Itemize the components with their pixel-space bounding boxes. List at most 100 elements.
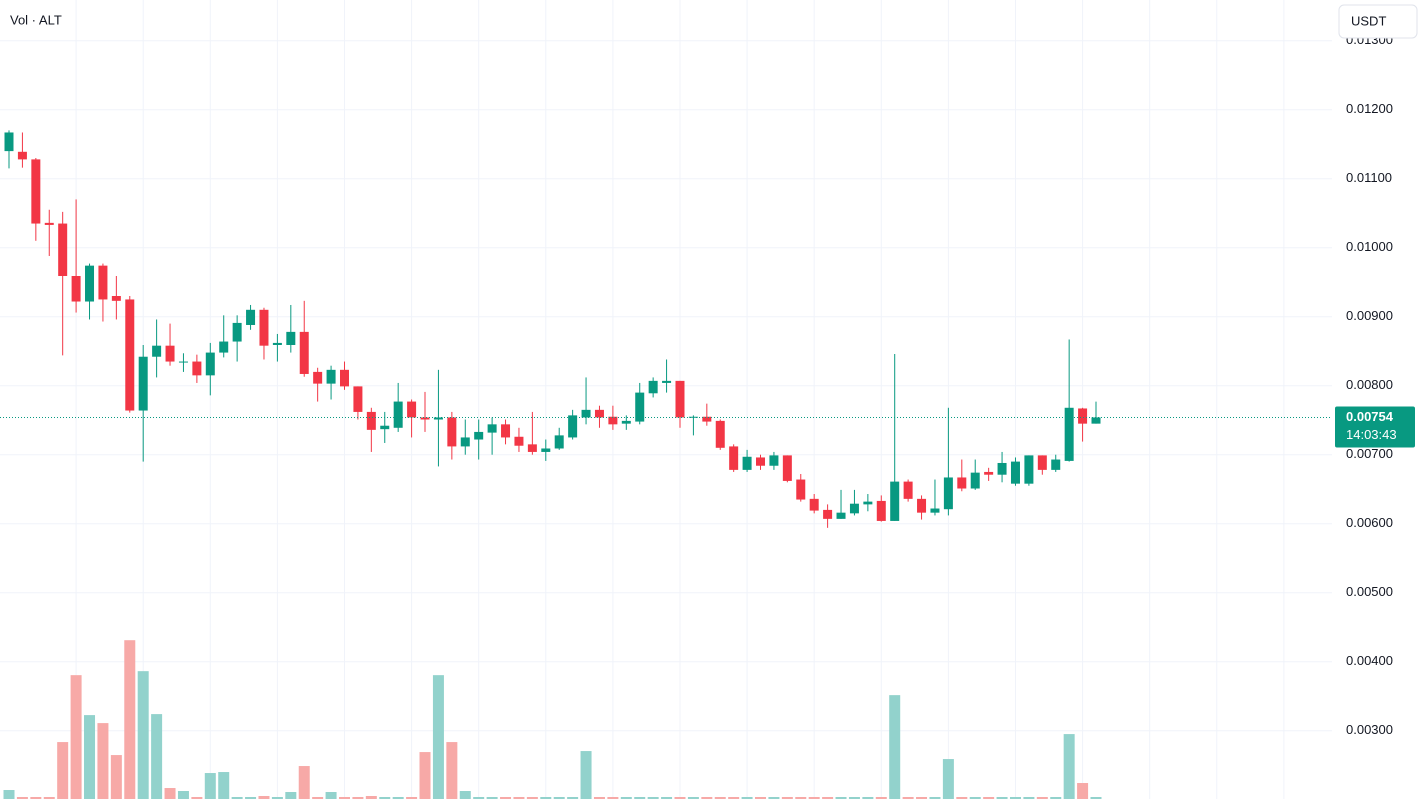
candle-body [17,151,27,160]
candle-body [648,380,658,394]
candle-body [1010,461,1020,484]
y-tick-label: 0.00400 [1346,653,1393,668]
candle-body [232,322,242,342]
volume-bar [929,797,941,799]
volume-bar [285,792,297,799]
volume-bar [245,797,257,799]
volume-bar [177,791,189,799]
grid [0,0,1332,799]
volume-bar [728,797,740,799]
volume-bar [1063,734,1075,799]
candle-body [997,462,1007,475]
volume-bar [191,797,203,799]
volume-bar [271,797,283,799]
volume-bar [942,759,954,799]
last-price-label: 0.00754 [1346,409,1394,424]
candle-body [407,401,417,418]
volume-bar [969,797,981,799]
candle-body [259,309,269,346]
candle-body [849,503,859,514]
candle-body [286,331,296,345]
candle-body [876,500,886,521]
candle-body [125,299,135,411]
volume-bar [687,797,699,799]
volume-bar [1009,797,1021,799]
candle-body [715,420,725,448]
candle-body [366,411,376,430]
candle-body [608,416,618,425]
candle-body [984,471,994,475]
candle-body [447,417,457,447]
candle-body [581,409,591,418]
volume-bar [755,797,767,799]
candle-body [541,448,551,452]
currency-button[interactable] [1338,4,1418,39]
candle-body [930,508,940,513]
volume-bar [996,797,1008,799]
candle-body [594,409,604,418]
volume-bar [30,797,42,799]
volume-bar [352,797,364,799]
candle-body [178,361,188,363]
volume-bar [137,671,149,799]
volume-bar [983,797,995,799]
candle-body [742,456,752,470]
volume-bar [57,742,69,799]
candle-body [836,512,846,519]
volume-bar [204,773,216,799]
currency-label[interactable]: USDT [1351,13,1386,28]
volume-bar [258,796,270,799]
volume-bar [124,640,136,799]
candle-body [460,437,470,447]
candle-body [635,392,645,422]
volume-bar [110,755,122,799]
volume-bar [540,797,552,799]
volume-bar [567,797,579,799]
volume-bar [526,797,538,799]
candle-body [568,415,578,438]
volume-bar [701,797,713,799]
volume-bar [338,797,350,799]
candle-body [943,477,953,510]
volume-bar [432,675,444,799]
volume-bar [3,790,15,799]
volume-bar [795,797,807,799]
volume-bar [1077,783,1089,799]
y-tick-label: 0.00900 [1346,308,1393,323]
y-tick-label: 0.00600 [1346,515,1393,530]
volume-bar [875,797,887,799]
volume-bar [392,797,404,799]
candle-body [433,417,443,420]
candle-body [1037,455,1047,470]
candle-body [58,223,68,276]
candle-body [729,446,739,470]
candle-body [702,416,712,422]
volume-bar [298,766,310,799]
y-tick-label: 0.00800 [1346,377,1393,392]
volume-bar [768,797,780,799]
candle-body [527,444,537,452]
volume-bar [16,797,28,799]
volume-bar [84,715,96,799]
candle-body [4,132,14,152]
candle-body [501,424,511,438]
candle-body [1024,455,1034,484]
volume-bar [312,797,324,799]
volume-bar [580,751,592,799]
volume-bar [714,797,726,799]
volume-bar [741,797,753,799]
candle-body [326,369,336,384]
volume-bar [620,797,632,799]
candle-body [165,345,175,362]
candle-body [111,296,121,301]
candle-body [205,352,215,376]
volume-bar [661,797,673,799]
candle-body [1064,407,1074,461]
candle-body [1091,417,1101,424]
candle-body [487,424,497,433]
volume-bar [459,791,471,799]
candle-body [246,309,256,325]
volume-bar [325,792,337,799]
candle-body [85,265,95,302]
